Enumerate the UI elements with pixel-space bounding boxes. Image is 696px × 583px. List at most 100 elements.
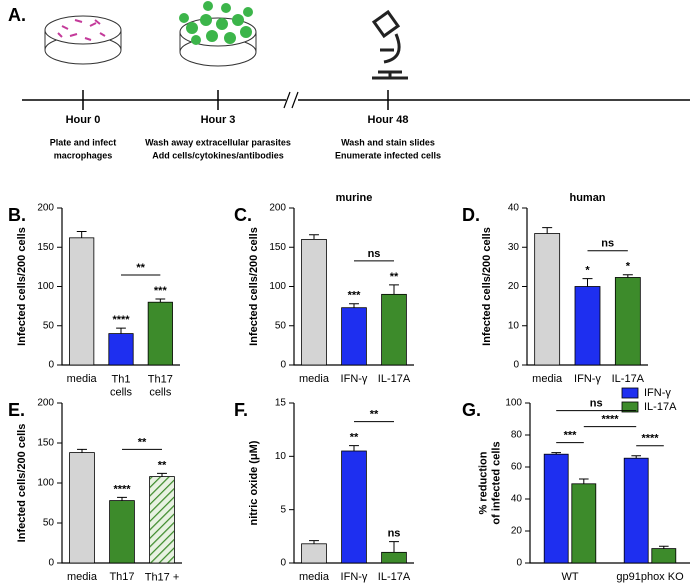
y-tick-label: 50 bbox=[275, 320, 287, 331]
axis-line bbox=[293, 208, 414, 366]
comparison-label: *** bbox=[564, 430, 578, 442]
y-tick-label: 50 bbox=[43, 518, 55, 529]
comparison-label: **** bbox=[641, 433, 659, 445]
axis-line bbox=[293, 403, 414, 564]
y-axis-label: Infected cells/200 cells bbox=[16, 424, 28, 543]
comparison-label: ns bbox=[601, 238, 614, 250]
x-tick-label: IFN-γ bbox=[574, 373, 601, 385]
step-note: Enumerate infected cells bbox=[335, 150, 441, 160]
panel-label: B. bbox=[8, 205, 26, 225]
y-tick-label: 40 bbox=[508, 203, 520, 214]
y-tick-label: 15 bbox=[275, 398, 287, 409]
legend-swatch bbox=[621, 401, 639, 413]
y-tick-label: 50 bbox=[43, 320, 55, 331]
y-tick-label: 0 bbox=[48, 360, 54, 371]
x-tick-label: IL-17A bbox=[378, 373, 411, 385]
error-bar bbox=[622, 274, 633, 278]
y-axis-label: Infected cells/200 cells bbox=[16, 227, 28, 346]
y-tick-label: 60 bbox=[511, 462, 523, 473]
error-bar bbox=[157, 472, 167, 477]
step-note: Wash away extracellular parasites bbox=[145, 137, 291, 147]
panel-label: C. bbox=[234, 205, 252, 225]
bar bbox=[69, 237, 95, 366]
bar bbox=[69, 452, 95, 564]
comparison-label: ** bbox=[370, 409, 379, 421]
x-tick-label: Th1 cells bbox=[110, 373, 133, 398]
significance-label: *** bbox=[154, 285, 168, 297]
y-tick-label: 5 bbox=[280, 504, 286, 515]
comparison-label: ** bbox=[136, 262, 145, 274]
error-bar bbox=[659, 545, 669, 549]
bar bbox=[341, 450, 367, 564]
dish-2 bbox=[179, 1, 257, 67]
y-tick-label: 0 bbox=[280, 360, 286, 371]
y-tick-label: 10 bbox=[508, 320, 520, 331]
comparison-label: ** bbox=[138, 436, 147, 448]
axis-line bbox=[61, 403, 182, 564]
legend-label: IL-17A bbox=[644, 401, 677, 413]
step-note: Add cells/cytokines/antibodies bbox=[152, 150, 284, 160]
significance-label: ** bbox=[390, 271, 399, 283]
bar bbox=[109, 500, 135, 564]
y-axis-label: Infected cells/200 cells bbox=[481, 227, 493, 346]
error-bar bbox=[389, 284, 399, 295]
x-tick-label: WT bbox=[561, 571, 578, 583]
comparison-label: ns bbox=[590, 398, 603, 410]
y-axis-label: nitric oxide (μM) bbox=[248, 440, 260, 525]
error-bar bbox=[309, 540, 319, 544]
bar bbox=[301, 543, 327, 564]
y-tick-label: 0 bbox=[280, 558, 286, 569]
legend-label: IFN-γ bbox=[644, 387, 671, 399]
y-tick-label: 100 bbox=[37, 478, 54, 489]
comparison-label: **** bbox=[601, 414, 619, 426]
error-bar bbox=[76, 231, 87, 238]
x-tick-label: Th17 bbox=[109, 571, 134, 583]
error-bar bbox=[349, 303, 359, 308]
error-bar bbox=[389, 541, 399, 553]
x-tick-label: IL-17A bbox=[378, 571, 411, 583]
chart-title: human bbox=[569, 192, 605, 204]
y-tick-label: 150 bbox=[269, 242, 286, 253]
step-note: Wash and stain slides bbox=[341, 137, 435, 147]
y-tick-label: 100 bbox=[269, 281, 286, 292]
bar bbox=[381, 551, 407, 564]
chart-title: murine bbox=[336, 192, 373, 204]
microscope bbox=[371, 9, 408, 80]
y-tick-label: 150 bbox=[37, 438, 54, 449]
y-tick-label: 100 bbox=[37, 281, 54, 292]
bar bbox=[534, 233, 561, 366]
axis-line bbox=[61, 208, 180, 366]
timeline-break bbox=[283, 91, 299, 109]
x-tick-label: IFN-γ bbox=[341, 373, 368, 385]
bar bbox=[651, 548, 677, 564]
y-tick-label: 100 bbox=[505, 398, 522, 409]
error-bar bbox=[579, 478, 589, 484]
y-tick-label: 40 bbox=[511, 494, 523, 505]
significance-label: ** bbox=[158, 459, 167, 471]
comparison-label: ns bbox=[368, 248, 381, 260]
error-bar bbox=[631, 455, 641, 459]
x-tick-label: Th17 +α-IL-17A bbox=[141, 571, 184, 583]
bar bbox=[623, 457, 649, 564]
bar bbox=[574, 286, 601, 366]
x-tick-label: media bbox=[299, 373, 330, 385]
bar bbox=[381, 293, 407, 366]
step-label: Hour 48 bbox=[368, 114, 409, 126]
error-bar bbox=[117, 496, 127, 501]
x-tick-label: IFN-γ bbox=[341, 571, 368, 583]
bar bbox=[571, 483, 597, 564]
step-note: Plate and infect bbox=[50, 137, 117, 147]
error-bar bbox=[349, 445, 359, 451]
bar bbox=[147, 301, 173, 366]
y-tick-label: 0 bbox=[48, 558, 54, 569]
bar bbox=[614, 277, 641, 366]
y-tick-label: 200 bbox=[269, 203, 286, 214]
error-bar bbox=[77, 448, 87, 453]
dish-1 bbox=[44, 15, 122, 65]
step-label: Hour 3 bbox=[201, 114, 236, 126]
bar bbox=[149, 476, 175, 564]
significance-label: *** bbox=[348, 290, 362, 302]
x-tick-label: media bbox=[299, 571, 330, 583]
panel-label: F. bbox=[234, 400, 248, 420]
